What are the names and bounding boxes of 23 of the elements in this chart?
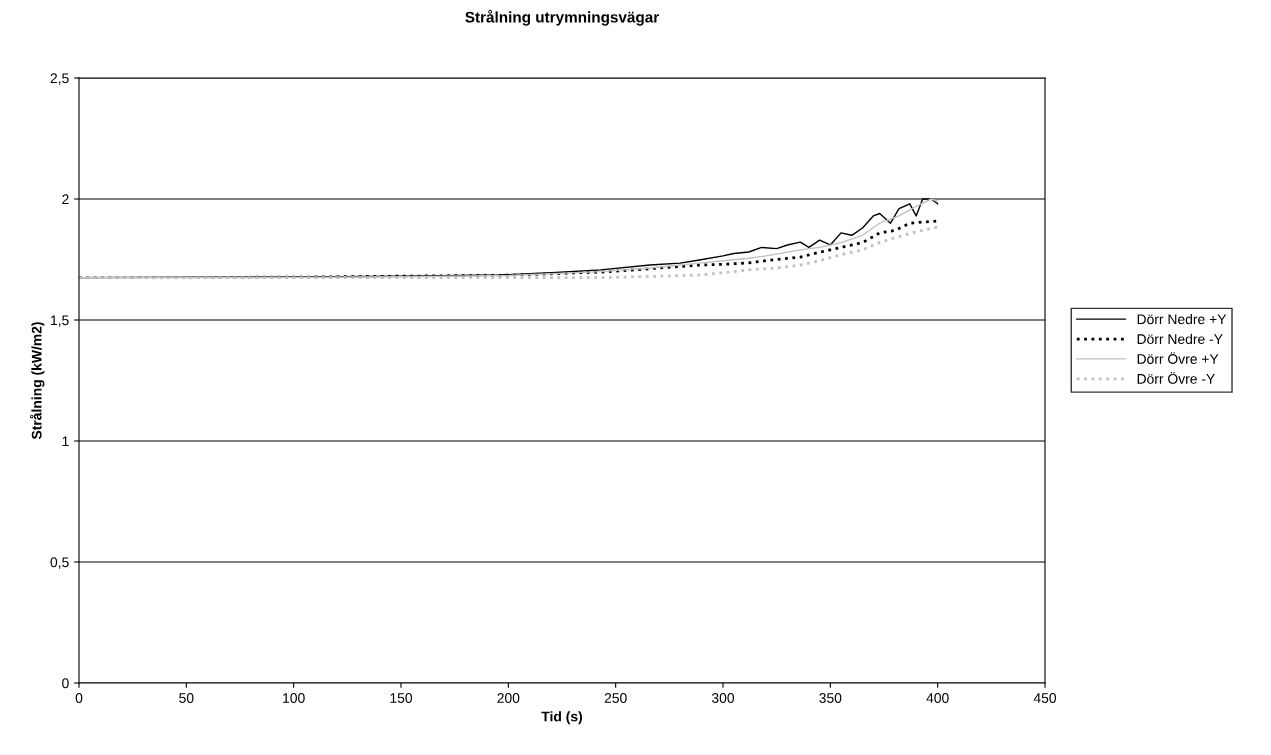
y-tick-label: 1 xyxy=(62,436,69,447)
legend-label: Dörr Nedre -Y xyxy=(1137,333,1223,345)
x-tick-label: 350 xyxy=(819,693,842,703)
x-tick-label: 200 xyxy=(497,693,520,703)
x-tick-label: 150 xyxy=(390,693,413,703)
x-tick-label: 0 xyxy=(75,693,83,703)
x-tick-label: 100 xyxy=(283,693,305,703)
legend-label: Dörr Övre +Y xyxy=(1137,352,1219,364)
y-tick-label: 2,5 xyxy=(50,73,69,85)
x-tick-label: 450 xyxy=(1033,693,1057,703)
x-tick-label: 250 xyxy=(604,693,627,703)
x-axis-title: Tid (s) xyxy=(541,711,583,725)
x-tick-label: 300 xyxy=(711,693,735,703)
x-tick-label: 50 xyxy=(179,693,194,703)
legend-label: Dörr Övre -Y xyxy=(1137,372,1215,384)
x-tick-label: 400 xyxy=(926,693,949,703)
y-tick-label: 0,5 xyxy=(50,557,69,569)
y-tick-label: 2 xyxy=(62,194,69,205)
y-axis-title: Strålning (kW/m2) xyxy=(30,322,45,440)
y-tick-label: 1,5 xyxy=(51,315,69,327)
legend-label: Dörr Nedre +Y xyxy=(1137,313,1227,325)
y-tick-label: 0 xyxy=(62,678,69,689)
chart-title: Strålning utrymningsvägar xyxy=(465,9,659,26)
